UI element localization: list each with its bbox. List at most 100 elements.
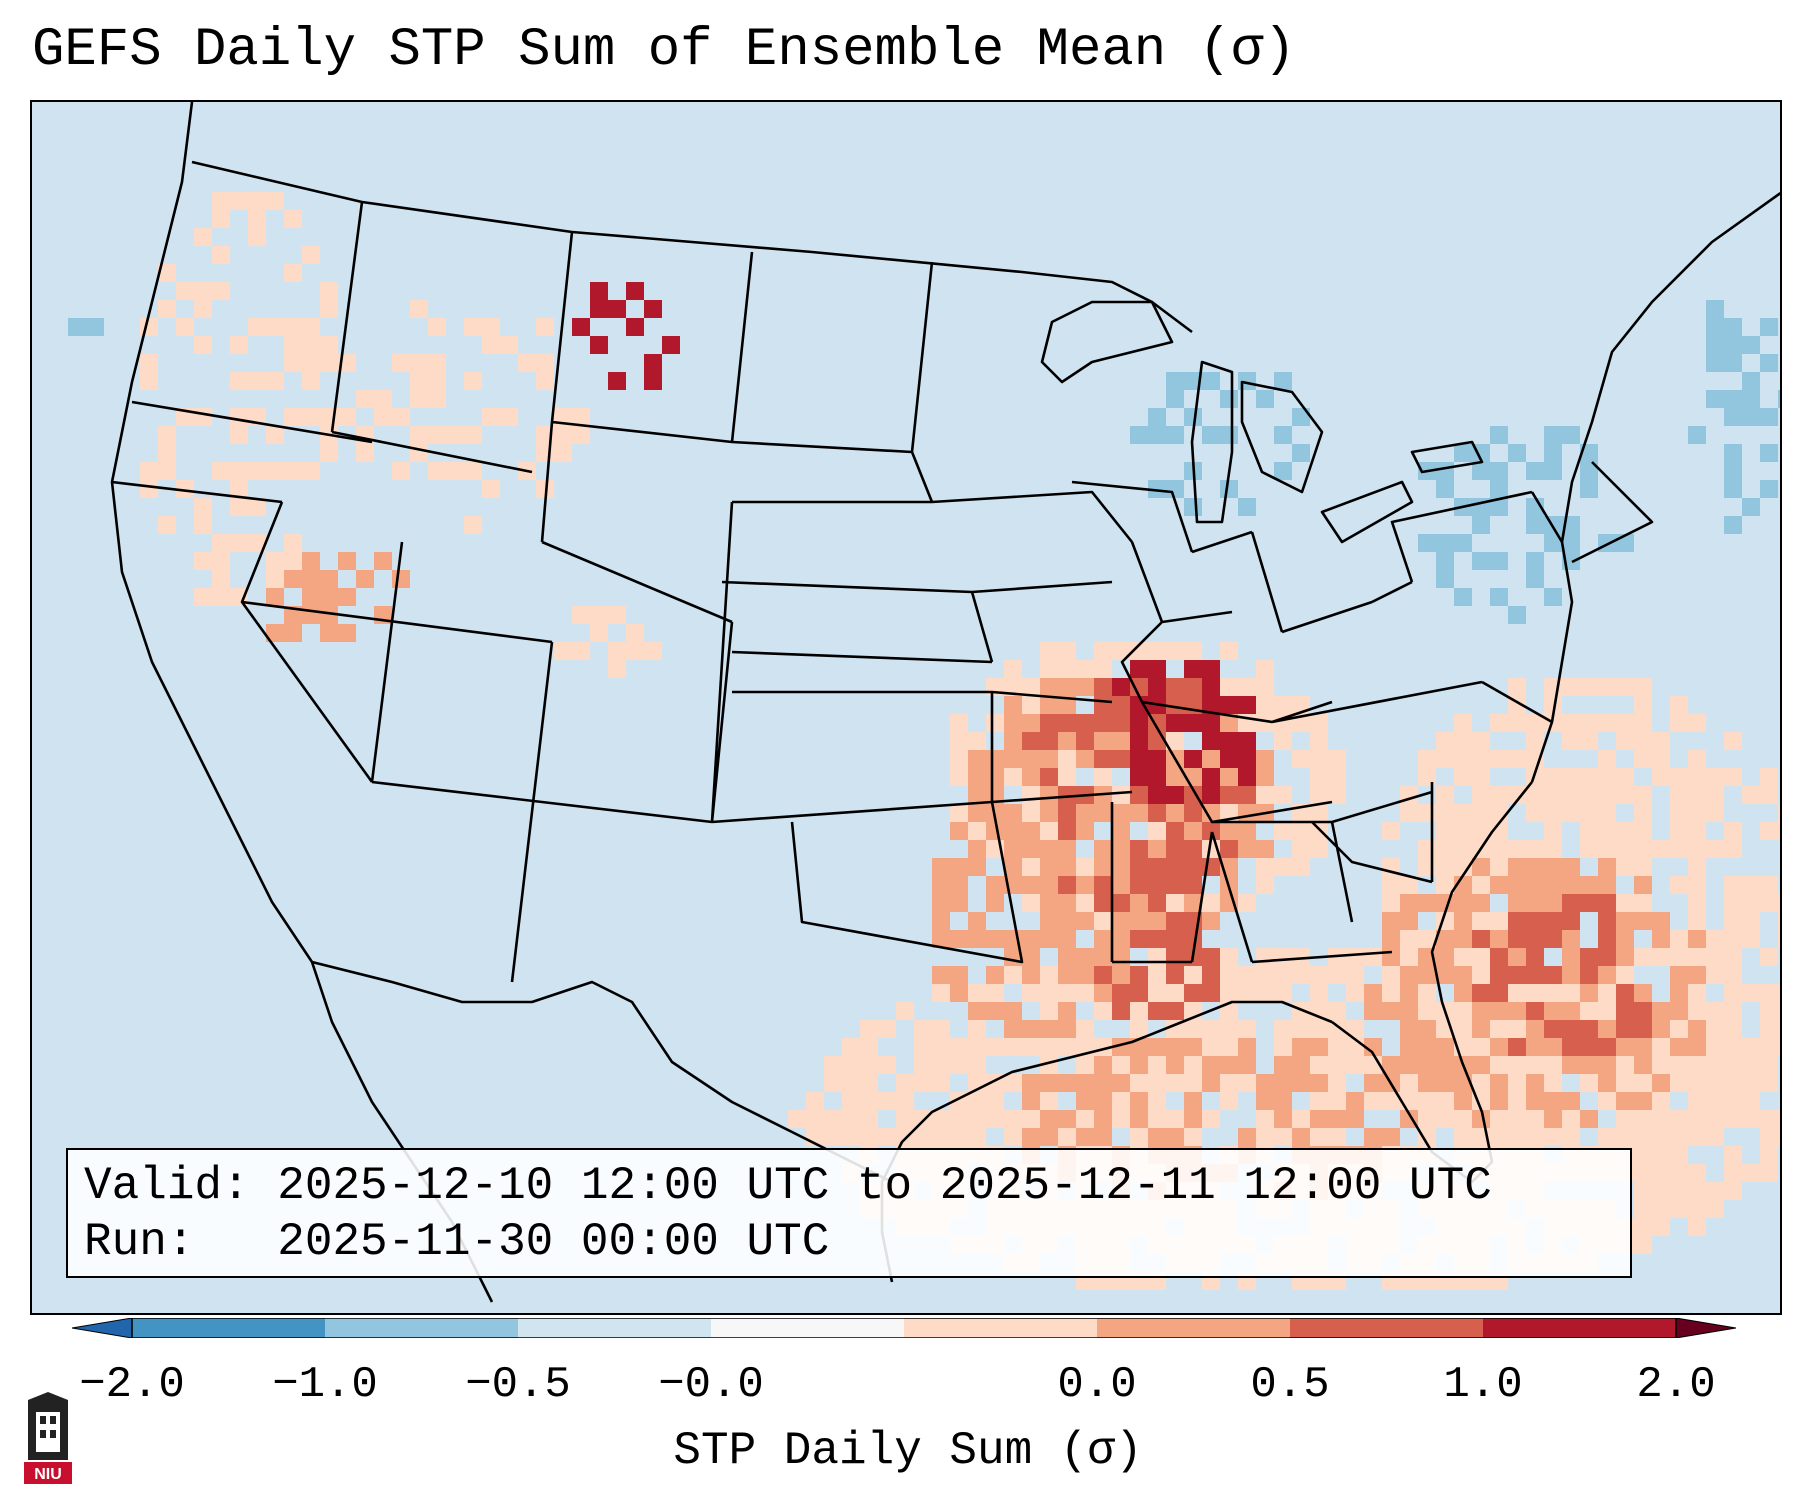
- anomaly-cell: [1616, 858, 1634, 876]
- anomaly-cell: [1742, 984, 1760, 1002]
- anomaly-cell: [842, 1074, 860, 1092]
- anomaly-cell: [284, 264, 302, 282]
- anomaly-cell: [1058, 732, 1076, 750]
- anomaly-cell: [1130, 660, 1148, 678]
- colorbar-tick-label: 1.0: [1443, 1360, 1523, 1410]
- anomaly-cell: [1616, 1074, 1634, 1092]
- anomaly-cell: [1670, 966, 1688, 984]
- anomaly-cell: [1112, 678, 1130, 696]
- anomaly-cell: [1238, 822, 1256, 840]
- anomaly-cell: [302, 570, 320, 588]
- anomaly-cell: [1040, 732, 1058, 750]
- anomaly-cell: [1724, 984, 1742, 1002]
- anomaly-cell: [464, 426, 482, 444]
- anomaly-cell: [968, 858, 986, 876]
- anomaly-cell: [1454, 984, 1472, 1002]
- anomaly-cell: [1076, 1110, 1094, 1128]
- anomaly-cell: [1562, 930, 1580, 948]
- anomaly-cell: [1202, 732, 1220, 750]
- anomaly-cell: [1724, 1092, 1742, 1110]
- anomaly-cell: [1490, 948, 1508, 966]
- anomaly-cell: [1742, 1074, 1760, 1092]
- anomaly-cell: [1562, 948, 1580, 966]
- anomaly-cell: [140, 480, 158, 498]
- anomaly-cell: [1454, 840, 1472, 858]
- anomaly-cell: [1544, 696, 1562, 714]
- anomaly-cell: [338, 408, 356, 426]
- anomaly-cell: [1166, 858, 1184, 876]
- state-lines: [111, 201, 1654, 983]
- anomaly-cell: [986, 930, 1004, 948]
- anomaly-cell: [194, 408, 212, 426]
- anomaly-cell: [1058, 930, 1076, 948]
- anomaly-cell: [896, 1074, 914, 1092]
- anomaly-cell: [1400, 930, 1418, 948]
- anomaly-cell: [1634, 1218, 1652, 1236]
- anomaly-cell: [1598, 930, 1616, 948]
- anomaly-cell: [428, 372, 446, 390]
- anomaly-cell: [1634, 714, 1652, 732]
- anomaly-cell: [1544, 588, 1562, 606]
- anomaly-cell: [1256, 660, 1274, 678]
- anomaly-cell: [914, 1110, 932, 1128]
- anomaly-cell: [1544, 822, 1562, 840]
- anomaly-cell: [1760, 1164, 1778, 1182]
- anomaly-cell: [1238, 1056, 1256, 1074]
- anomaly-cell: [1310, 822, 1328, 840]
- anomaly-cell: [1652, 1002, 1670, 1020]
- anomaly-cell: [1166, 840, 1184, 858]
- anomaly-cell: [1562, 1092, 1580, 1110]
- anomaly-cell: [1220, 786, 1238, 804]
- anomaly-cell: [410, 444, 428, 462]
- anomaly-cell: [1004, 660, 1022, 678]
- anomaly-cell: [824, 1110, 842, 1128]
- anomaly-cell: [1238, 678, 1256, 696]
- anomaly-cell: [950, 750, 968, 768]
- anomaly-cell: [1508, 786, 1526, 804]
- anomaly-cell: [824, 1056, 842, 1074]
- anomaly-cell: [1022, 678, 1040, 696]
- anomaly-cell: [878, 1056, 896, 1074]
- anomaly-cell: [1184, 840, 1202, 858]
- anomaly-cell: [1130, 858, 1148, 876]
- anomaly-cell: [968, 786, 986, 804]
- anomaly-cell: [1148, 642, 1166, 660]
- anomaly-cell: [1598, 840, 1616, 858]
- anomaly-cell: [1292, 840, 1310, 858]
- anomaly-cell: [1202, 894, 1220, 912]
- anomaly-cell: [1580, 822, 1598, 840]
- anomaly-cell: [842, 1092, 860, 1110]
- anomaly-cell: [1112, 1056, 1130, 1074]
- anomaly-cell: [1616, 1038, 1634, 1056]
- anomaly-cell: [554, 642, 572, 660]
- anomaly-cell: [1148, 1038, 1166, 1056]
- anomaly-cell: [968, 1110, 986, 1128]
- anomaly-cell: [1166, 894, 1184, 912]
- anomaly-cell: [1760, 1002, 1778, 1020]
- anomaly-cell: [1184, 858, 1202, 876]
- anomaly-cell: [1454, 822, 1472, 840]
- anomaly-cell: [878, 1020, 896, 1038]
- anomaly-cell: [1598, 804, 1616, 822]
- anomaly-cell: [1418, 1002, 1436, 1020]
- anomaly-cell: [1148, 408, 1166, 426]
- anomaly-cell: [1508, 1092, 1526, 1110]
- anomaly-cell: [842, 1128, 860, 1146]
- anomaly-cell: [194, 498, 212, 516]
- anomaly-cell: [1778, 804, 1780, 822]
- anomaly-cell: [1130, 930, 1148, 948]
- anomaly-cell: [1634, 1146, 1652, 1164]
- anomaly-cell: [1022, 714, 1040, 732]
- anomaly-cell: [1742, 1110, 1760, 1128]
- anomaly-cell: [1688, 1002, 1706, 1020]
- anomaly-cell: [1544, 1038, 1562, 1056]
- anomaly-cell: [1580, 714, 1598, 732]
- anomaly-cell: [1598, 534, 1616, 552]
- anomaly-cell: [1112, 1074, 1130, 1092]
- anomaly-cell: [1688, 1110, 1706, 1128]
- lake-ontario: [1410, 440, 1484, 474]
- anomaly-cell: [1238, 804, 1256, 822]
- anomaly-cell: [1130, 804, 1148, 822]
- anomaly-cell: [1238, 732, 1256, 750]
- anomaly-cell: [1130, 426, 1148, 444]
